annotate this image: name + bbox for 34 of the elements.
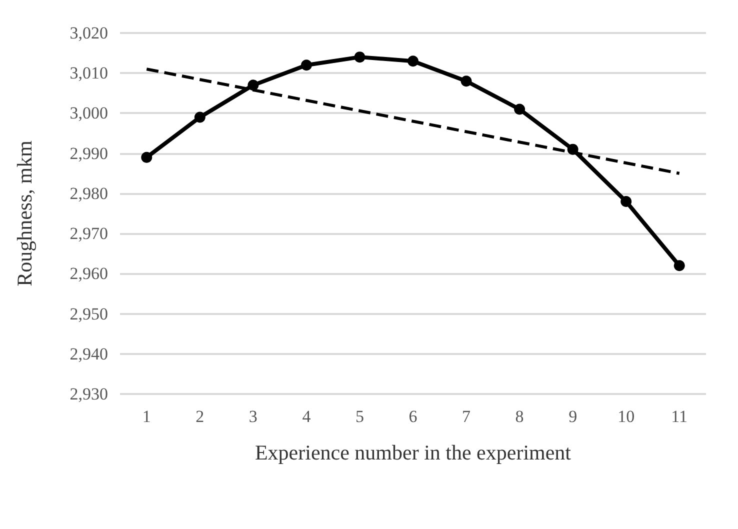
x-tick-label: 11 bbox=[671, 407, 688, 426]
x-tick-label: 8 bbox=[515, 407, 524, 426]
point bbox=[460, 76, 472, 87]
x-tick-label: 6 bbox=[408, 407, 418, 426]
point bbox=[674, 260, 685, 272]
point bbox=[620, 196, 632, 207]
y-tick-label: 2,960 bbox=[70, 264, 108, 284]
x-tick-label: 3 bbox=[248, 407, 258, 426]
y-tick-label: 3,020 bbox=[70, 24, 108, 42]
y-tick-label: 2,970 bbox=[70, 224, 108, 244]
y-tick-label: 2,930 bbox=[70, 384, 108, 404]
point bbox=[514, 104, 526, 115]
y-tick-label: 3,000 bbox=[70, 104, 108, 123]
x-tick-label: 5 bbox=[355, 407, 364, 426]
point bbox=[300, 60, 312, 71]
point bbox=[354, 52, 366, 63]
point bbox=[194, 112, 206, 123]
y-tick-label: 2,950 bbox=[70, 304, 108, 324]
y-tick-label: 2,990 bbox=[70, 144, 108, 163]
y-axis-title: Roughness, mkm bbox=[12, 140, 36, 286]
y-tick-label: 3,010 bbox=[70, 64, 108, 83]
x-tick-label: 7 bbox=[462, 407, 472, 426]
y-tick-label: 2,980 bbox=[70, 184, 108, 203]
x-tick-label: 4 bbox=[302, 407, 312, 426]
y-tick-label: 2,940 bbox=[70, 344, 108, 364]
x-tick-label: 9 bbox=[568, 407, 578, 426]
point bbox=[248, 80, 259, 91]
point bbox=[567, 144, 578, 155]
point bbox=[141, 152, 152, 163]
x-tick-label: 2 bbox=[196, 407, 204, 426]
x-tick-label: 10 bbox=[618, 407, 635, 426]
point bbox=[408, 56, 418, 67]
x-tick-label: 1 bbox=[142, 407, 151, 426]
x-axis-title: Experience number in the experiment bbox=[254, 440, 572, 464]
